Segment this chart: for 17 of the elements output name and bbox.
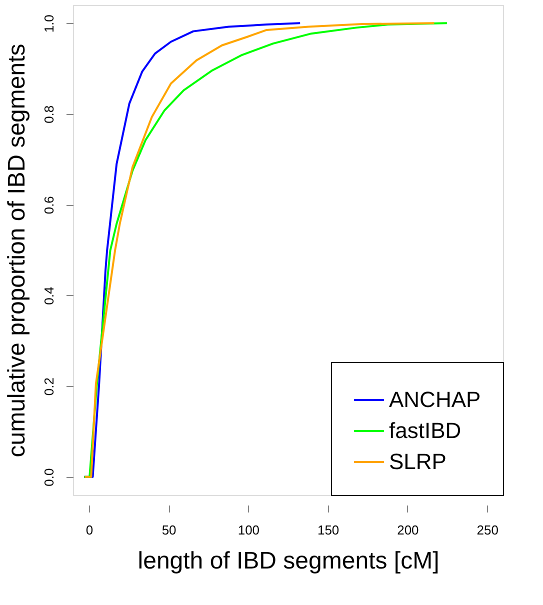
x-axis-title: length of IBD segments [cM] (138, 548, 440, 574)
y-tick-label: 0.8 (42, 105, 56, 124)
y-tick-label: 0.4 (42, 286, 56, 305)
y-tick-label: 0.6 (42, 196, 56, 214)
y-tick-label: 0.0 (42, 468, 56, 486)
y-axis-title: cumulative proportion of IBD segments (4, 44, 30, 458)
x-tick-label: 0 (86, 522, 94, 538)
x-tick-label: 250 (476, 522, 498, 538)
legend-label: fastIBD (389, 418, 462, 443)
legend-label: SLRP (389, 449, 446, 474)
y-tick-label: 1.0 (42, 14, 56, 33)
x-tick-label: 150 (317, 522, 340, 538)
x-tick-label: 200 (397, 522, 419, 538)
x-tick-label: 50 (162, 522, 176, 538)
legend-label: ANCHAP (389, 387, 481, 412)
x-tick-label: 100 (238, 522, 260, 538)
y-tick-label: 0.2 (42, 378, 56, 396)
